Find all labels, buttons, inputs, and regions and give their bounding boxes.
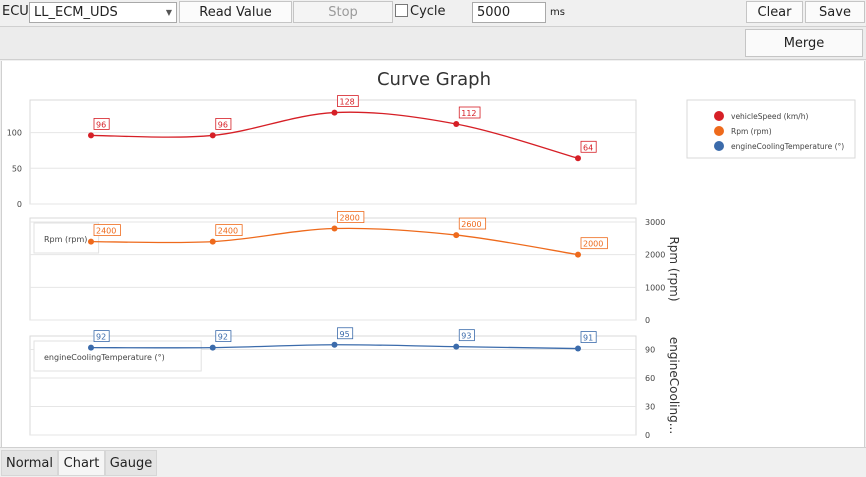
data-label-box	[215, 118, 232, 130]
series-tag-box	[33, 222, 100, 254]
legend-label: vehicleSpeed (km/h)	[731, 112, 808, 121]
y-tick-label: 60	[645, 374, 655, 383]
y-tick-label: 0	[17, 200, 22, 209]
ecu-label: ECU:	[2, 4, 34, 19]
data-point	[575, 345, 581, 352]
data-label-box	[458, 217, 487, 230]
data-label: 112	[461, 109, 476, 118]
data-point	[331, 341, 338, 348]
ecu-select-value: LL_ECM_UDS	[34, 5, 118, 20]
data-label-box	[93, 224, 121, 237]
data-label: 92	[218, 333, 228, 342]
y-tick-label: 1000	[645, 283, 665, 292]
data-label-box	[458, 106, 481, 119]
read-value-button[interactable]: Read Value	[179, 1, 292, 23]
data-label: 2400	[96, 227, 116, 236]
data-label: 92	[96, 333, 106, 342]
data-point	[209, 238, 216, 245]
data-point	[575, 251, 581, 258]
series-tag-label: engineCoolingTemperature (°)	[44, 353, 165, 362]
data-label: 2000	[583, 240, 603, 249]
chart-area: Curve Graph 0 50 100 96 96 128 112 64 0 1000 2000 30…	[1, 61, 865, 447]
data-label: 93	[461, 332, 471, 341]
y-tick-label: 3000	[645, 218, 665, 227]
legend-label: engineCoolingTemperature (°)	[731, 142, 844, 151]
clear-button[interactable]: Clear	[746, 1, 803, 23]
chevron-down-icon: ▼	[165, 8, 172, 17]
y-axis-label: Rpm (rpm)	[667, 236, 681, 301]
data-label-box	[215, 330, 232, 343]
ecu-select[interactable]: LL_ECM_UDS ▼	[29, 2, 177, 23]
merge-button[interactable]: Merge	[745, 29, 863, 57]
data-label: 96	[96, 120, 106, 129]
y-tick-label: 2000	[645, 251, 665, 260]
data-point	[331, 225, 338, 232]
interval-input[interactable]: 5000	[472, 2, 546, 23]
series-tag-label: Rpm (rpm)	[44, 235, 87, 244]
legend-marker	[714, 141, 724, 151]
curve-graph: Curve Graph 0 50 100 96 96 128 112 64 0 1000 2000 30…	[7, 69, 856, 440]
legend-marker	[714, 111, 724, 121]
save-button[interactable]: Save	[805, 1, 865, 23]
view-tabs: Normal Chart Gauge	[0, 447, 866, 477]
series-line	[90, 111, 579, 159]
data-label-box	[93, 118, 110, 130]
data-label-box	[580, 140, 597, 153]
data-point	[88, 344, 94, 351]
data-label: 2400	[218, 227, 238, 236]
interval-unit: ms	[550, 7, 565, 18]
legend-label: Rpm (rpm)	[731, 127, 772, 136]
data-point	[575, 155, 581, 162]
data-label: 2800	[340, 214, 360, 223]
data-label-box	[337, 211, 365, 223]
tab-chart[interactable]: Chart	[58, 450, 105, 476]
data-label: 95	[340, 330, 350, 339]
data-label: 64	[583, 143, 593, 152]
y-axis-label: engineCooling...	[667, 337, 681, 434]
data-label-box	[580, 237, 608, 250]
panel-frame	[29, 99, 637, 205]
data-point	[88, 238, 94, 245]
data-label: 2600	[461, 220, 481, 229]
y-tick-label: 0	[645, 316, 650, 325]
y-tick-label: 90	[645, 346, 655, 355]
data-point	[331, 109, 338, 116]
y-tick-label: 30	[645, 403, 655, 412]
data-label: 128	[340, 98, 355, 107]
data-point	[453, 343, 460, 350]
data-label-box	[580, 331, 597, 343]
tab-normal[interactable]: Normal	[1, 450, 58, 476]
cycle-label: Cycle	[410, 4, 446, 19]
data-label: 96	[218, 120, 228, 129]
data-point	[209, 132, 216, 139]
data-point	[453, 232, 460, 239]
data-label-box	[458, 329, 475, 342]
series-tag-box	[33, 340, 202, 372]
data-point	[453, 121, 460, 127]
y-tick-label: 0	[645, 431, 650, 440]
series-line	[90, 227, 579, 256]
data-label: 91	[583, 334, 593, 343]
legend-marker	[714, 126, 724, 136]
cycle-checkbox[interactable]	[395, 4, 408, 17]
data-label-box	[215, 224, 243, 237]
tab-gauge[interactable]: Gauge	[105, 450, 157, 476]
data-point	[209, 344, 216, 351]
data-label-box	[337, 327, 354, 340]
interval-value: 5000	[477, 5, 511, 20]
chart-options-strip: Merge	[0, 26, 866, 60]
data-label-box	[337, 95, 359, 107]
chart-title: Curve Graph	[377, 69, 491, 90]
toolbar: ECU: LL_ECM_UDS ▼ Read Value Stop Cycle …	[0, 0, 866, 26]
y-tick-label: 50	[12, 164, 22, 173]
y-tick-label: 100	[7, 129, 22, 138]
stop-button[interactable]: Stop	[293, 1, 393, 23]
panel-frame	[29, 217, 637, 321]
data-point	[88, 132, 94, 139]
data-label-box	[93, 330, 110, 343]
